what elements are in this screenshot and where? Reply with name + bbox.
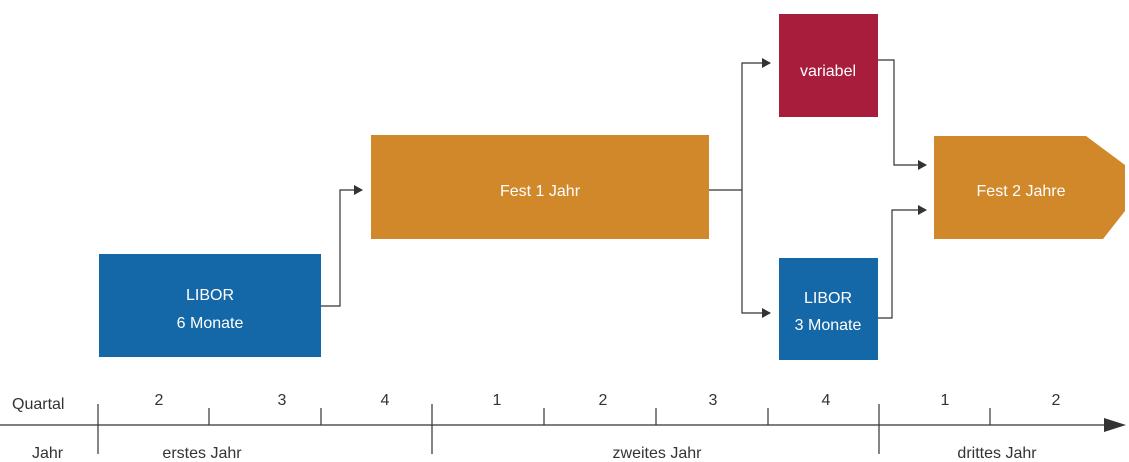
fest-2-jahre-label: Fest 2 Jahre xyxy=(977,183,1066,200)
libor-3-monate-box: LIBOR 3 Monate xyxy=(779,258,878,360)
timeline: Quartal Jahr 2 3 4 1 2 3 4 1 2 erstes Ja… xyxy=(0,392,1126,462)
connectors xyxy=(321,58,927,319)
fest-1-jahr-box: Fest 1 Jahr xyxy=(371,135,709,239)
quartal-row-label: Quartal xyxy=(12,396,64,413)
libor-3-line1: LIBOR xyxy=(804,290,852,307)
connector-libor6-to-fest1 xyxy=(321,185,363,307)
quarter-label: 3 xyxy=(709,392,718,409)
quarter-label: 2 xyxy=(1052,392,1061,409)
year-label: erstes Jahr xyxy=(162,445,242,462)
libor-3-line2: 3 Monate xyxy=(795,317,862,334)
quarter-label: 4 xyxy=(822,392,831,409)
quarter-label: 2 xyxy=(155,392,164,409)
year-label: zweites Jahr xyxy=(613,445,703,462)
quarter-label: 1 xyxy=(493,392,502,409)
quarter-label: 3 xyxy=(278,392,287,409)
jahr-row-label: Jahr xyxy=(32,445,64,462)
year-label: drittes Jahr xyxy=(957,445,1037,462)
quarter-label: 2 xyxy=(599,392,608,409)
fest-2-jahre-box: Fest 2 Jahre xyxy=(934,136,1125,239)
fest-1-jahr-label: Fest 1 Jahr xyxy=(500,183,581,200)
libor-6-line1: LIBOR xyxy=(186,287,234,304)
libor-6-line2: 6 Monate xyxy=(177,315,244,332)
quarter-label: 1 xyxy=(941,392,950,409)
libor-6-monate-box: LIBOR 6 Monate xyxy=(99,254,321,357)
quarter-label: 4 xyxy=(381,392,390,409)
connector-fest1-to-libor3 xyxy=(741,190,771,318)
connector-variabel-to-fest2 xyxy=(878,59,927,170)
connector-libor3-to-fest2 xyxy=(878,205,927,319)
timeline-arrowhead xyxy=(1104,418,1126,432)
connector-fest1-to-variabel xyxy=(741,58,771,190)
variabel-label: variabel xyxy=(800,63,856,80)
variabel-box: variabel xyxy=(779,14,878,117)
